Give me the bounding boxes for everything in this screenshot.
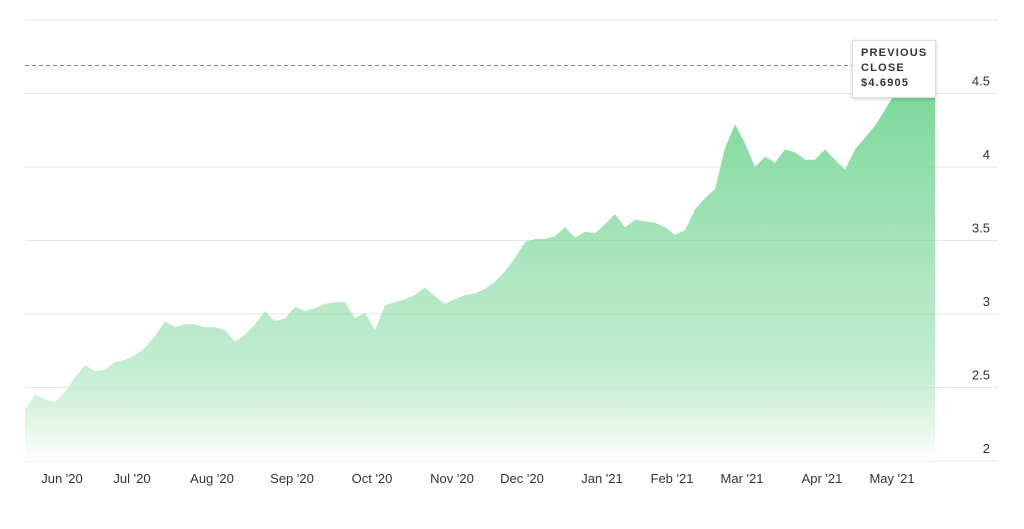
x-tick-label: Apr '21: [802, 471, 843, 486]
previous-close-value: $4.6905: [861, 77, 910, 89]
previous-close-label: PREVIOUS CLOSE: [861, 47, 928, 74]
y-tick-label: 4.5: [972, 74, 990, 89]
x-tick-label: Jan '21: [581, 471, 623, 486]
previous-close-tooltip: PREVIOUS CLOSE $4.6905: [852, 40, 936, 98]
y-tick-label: 4: [983, 147, 990, 162]
y-tick-label: 3.5: [972, 221, 990, 236]
x-tick-label: Nov '20: [430, 471, 474, 486]
x-tick-label: Mar '21: [721, 471, 764, 486]
y-tick-label: 3: [983, 294, 990, 309]
x-tick-label: May '21: [869, 471, 914, 486]
x-tick-label: Sep '20: [270, 471, 314, 486]
x-tick-label: Aug '20: [190, 471, 234, 486]
y-tick-label: 2.5: [972, 368, 990, 383]
x-tick-label: Jun '20: [41, 471, 83, 486]
y-tick-label: 2: [983, 441, 990, 456]
x-tick-label: Dec '20: [500, 471, 544, 486]
x-tick-label: Oct '20: [352, 471, 393, 486]
area: [25, 90, 935, 461]
x-tick-label: Jul '20: [113, 471, 150, 486]
x-tick-label: Feb '21: [651, 471, 694, 486]
